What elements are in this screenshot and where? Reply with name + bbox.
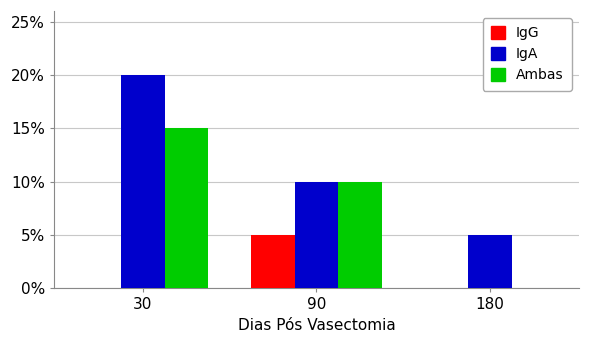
- Bar: [295, 182, 338, 288]
- Bar: [338, 182, 382, 288]
- Bar: [251, 235, 295, 288]
- Bar: [468, 235, 512, 288]
- Bar: [165, 128, 208, 288]
- X-axis label: Dias Pós Vasectomia: Dias Pós Vasectomia: [238, 318, 395, 333]
- Legend: IgG, IgA, Ambas: IgG, IgA, Ambas: [483, 18, 572, 90]
- Bar: [122, 75, 165, 288]
